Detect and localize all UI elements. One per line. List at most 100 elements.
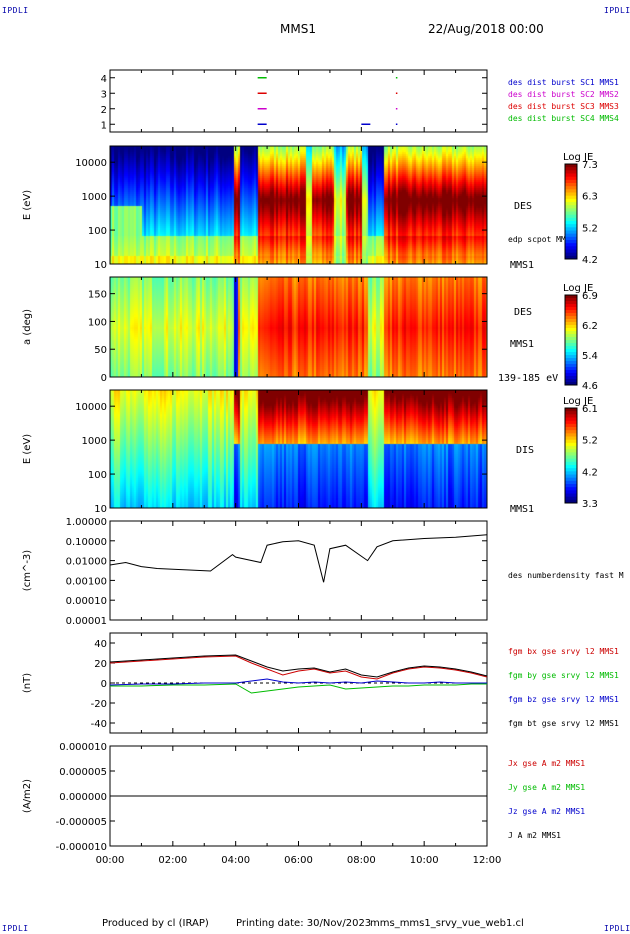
corner-tag-top-right: IPDLI [604,6,630,15]
dis-energy-y-tick-label: 10000 [75,402,107,413]
colorbar-cell [565,230,577,235]
des-energy-colorbar-tick: 6.3 [582,192,598,203]
colorbar-cell [565,493,577,498]
des-energy-y-tick-label: 100 [88,226,107,237]
des-energy-colorbar-tick: 7.3 [582,160,598,171]
corner-tag-top-left: IPDLI [2,6,29,15]
colorbar-cell [565,417,577,422]
current-ylabel: (A/m2) [22,779,33,813]
colorbar-cell [565,195,577,200]
des-pitch-spectrogram [110,277,487,377]
des-energy-colorbar-tick: 4.2 [582,255,598,266]
colorbar-cell [565,480,577,485]
footer-produced: Produced by cl (IRAP) [102,918,209,929]
colorbar-cell [565,224,577,228]
current-legend-entry: J A m2 MMS1 [508,831,561,840]
colorbar-cell [565,227,577,231]
x-axis-tick-label: 10:00 [410,855,439,866]
colorbar-cell [565,376,577,380]
colorbar-cell [565,179,577,184]
burst-y-tick-label: 2 [101,105,107,116]
bfield-y-tick-label: 40 [94,639,107,650]
burst-legend-entry: des dist burst SC3 MMS3 [508,102,619,111]
colorbar-cell [565,442,577,447]
des-pitch-colorbar-tick: 4.6 [582,381,598,392]
des-pitch-colorbar-tick: 6.2 [582,321,598,332]
dis-energy-colorbar-title: Log JE [563,396,593,407]
colorbar-cell [565,499,577,504]
dis-energy-ylabel: E (eV) [22,434,33,464]
bfield-legend-entry: fgm bz gse srvy l2 MMS1 [508,695,619,704]
burst-legend-entry: des dist burst SC2 MMS2 [508,90,619,99]
colorbar-cell [565,246,577,250]
colorbar-cell [565,186,577,190]
bfield-series-line [109,654,488,678]
burst-y-tick-label: 4 [101,74,107,85]
burst-legend-entry: des dist burst SC4 MMS4 [508,114,619,123]
colorbar-cell [565,202,577,206]
colorbar-cell [565,373,577,377]
colorbar-cell [565,433,577,437]
colorbar-cell [565,307,577,311]
bfield-ylabel: (nT) [22,673,33,693]
current-legend-entry: Jx gse A m2 MMS1 [508,759,585,768]
colorbar-cell [565,349,577,353]
colorbar-cell [565,343,577,347]
colorbar-cell [565,249,577,254]
colorbar-cell [565,471,577,475]
des-pitch-colorbar-tick: 6.9 [582,291,598,302]
colorbar-cell [565,208,577,212]
des-energy-bottom-tag: MMS1 [510,260,534,271]
density-y-tick-label: 0.00010 [66,596,107,607]
des-energy-colorbar-tick: 5.2 [582,223,598,234]
colorbar-cell [565,255,577,260]
density-line [109,534,488,583]
colorbar-cell [565,352,577,356]
colorbar-cell [565,164,577,168]
colorbar-cell [565,176,577,181]
des-energy-y-tick-label: 10000 [75,158,107,169]
bfield-series-line [109,655,488,680]
colorbar-cell [565,252,577,257]
des-pitch-label: DES [514,307,532,318]
density-legend: des numberdensity fast M [508,571,624,580]
des-energy-y-tick-label: 10 [94,260,107,271]
bfield-legend-entry: fgm by gse srvy l2 MMS1 [508,671,619,680]
colorbar-cell [565,496,577,501]
colorbar-cell [565,192,577,197]
colorbar-cell [565,170,577,174]
x-axis-tick-label: 12:00 [473,855,502,866]
colorbar-cell [565,420,577,425]
colorbar-cell [565,465,577,469]
colorbar-cell [565,458,577,463]
des-energy-sublabel: edp scpot MMS1 [508,235,576,244]
colorbar-cell [565,411,577,415]
colorbar-cell [565,322,577,326]
dis-energy-bottom-tag: MMS1 [510,504,534,515]
burst-y-tick-label: 3 [101,89,107,100]
colorbar-cell [565,452,577,456]
footer-printed: Printing date: 30/Nov/2023 [236,918,372,929]
corner-tag-bottom-right: IPDLI [604,924,630,933]
colorbar-cell [565,382,577,386]
colorbar-cell [565,310,577,314]
dis-energy-label: DIS [516,445,534,456]
colorbar-cell [565,379,577,383]
colorbar-cell [565,461,577,466]
colorbar-cell [565,408,577,412]
colorbar-cell [565,446,577,450]
colorbar-cell [565,455,577,460]
bfield-y-tick-label: -40 [91,719,107,730]
des-energy-ylabel: E (eV) [22,190,33,220]
current-legend-entry: Jy gse A m2 MMS1 [508,783,585,792]
colorbar-cell [565,211,577,216]
colorbar-cell [565,331,577,335]
burst-y-tick-label: 1 [101,120,107,131]
x-axis-tick-label: 08:00 [347,855,376,866]
x-axis-tick-label: 00:00 [96,855,125,866]
footer-script: mms_mms1_srvy_vue_web1.cl [370,918,524,929]
colorbar-cell [565,173,577,178]
bfield-y-tick-label: 0 [101,679,107,690]
density-ylabel: (cm^-3) [22,550,33,591]
des-pitch-y-tick-label: 50 [94,345,107,356]
